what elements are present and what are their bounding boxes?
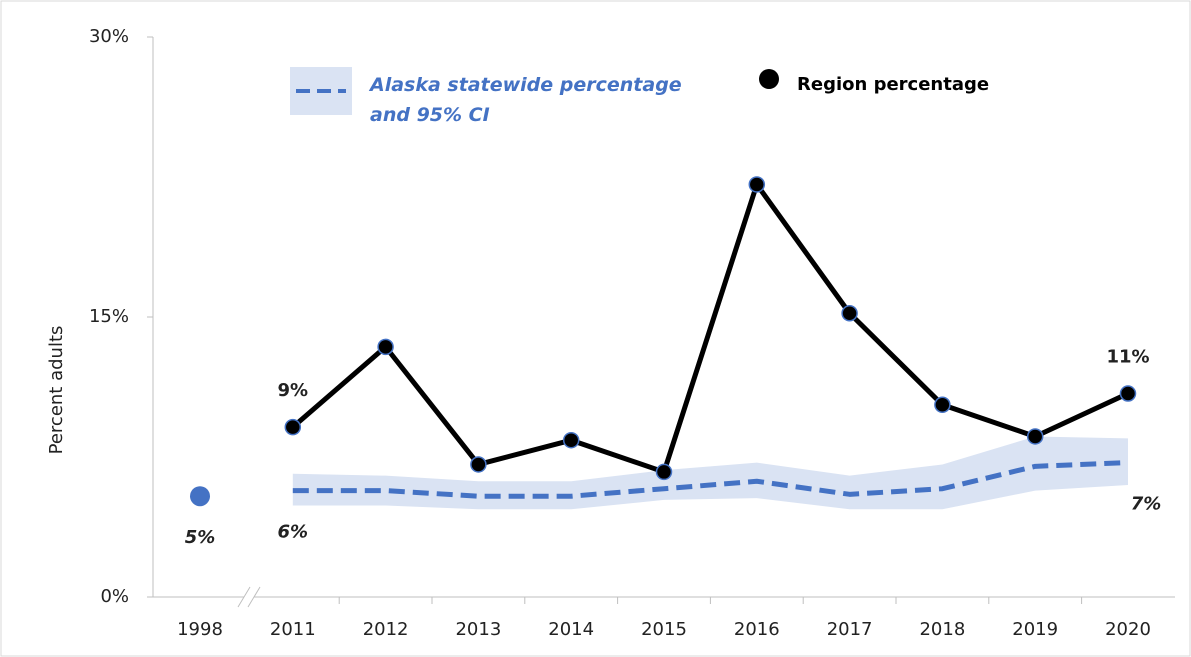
- x-tick-label: 2014: [548, 619, 594, 640]
- point: [841, 305, 858, 322]
- x-tick-label: 2016: [734, 619, 780, 640]
- series-line: [291, 181, 1130, 475]
- data-label: 11%: [1106, 347, 1149, 368]
- x-tick-label: 2020: [1105, 619, 1151, 640]
- x-tick-label: 2012: [363, 619, 409, 640]
- x-tick-label: 2019: [1012, 619, 1058, 640]
- point: [1026, 428, 1044, 445]
- x-tick-label: 2011: [270, 619, 316, 640]
- legend-dot: [759, 69, 779, 89]
- point: [190, 486, 210, 507]
- point: [748, 176, 766, 193]
- series-line: [292, 460, 1129, 499]
- x-tick-label: 2013: [455, 619, 501, 640]
- ci-band: [292, 436, 1128, 510]
- point: [284, 418, 302, 436]
- y-axis-label: Percent adults: [46, 326, 67, 455]
- y-tick-label: 0%: [100, 586, 129, 607]
- point: [377, 338, 394, 356]
- y-tick-label: 15%: [89, 306, 129, 327]
- point: [655, 463, 673, 481]
- point: [470, 456, 487, 473]
- x-tick-label: 2018: [919, 619, 965, 640]
- x-tick-label: 2015: [641, 619, 687, 640]
- legend-label: Region percentage: [797, 74, 990, 95]
- point: [562, 431, 580, 449]
- data-label: 9%: [278, 380, 309, 401]
- point: [934, 396, 951, 413]
- axis-break: [237, 586, 261, 608]
- x-tick-label: 1998: [177, 619, 223, 640]
- point: [1119, 385, 1137, 402]
- data-label: 7%: [1131, 494, 1162, 515]
- legend-label: Alaska statewide percentage and 95% CI: [370, 74, 682, 126]
- data-label: 5%: [185, 527, 216, 548]
- x-tick-label: 2017: [827, 619, 873, 640]
- data-label: 6%: [278, 522, 309, 543]
- y-tick-label: 30%: [89, 26, 129, 47]
